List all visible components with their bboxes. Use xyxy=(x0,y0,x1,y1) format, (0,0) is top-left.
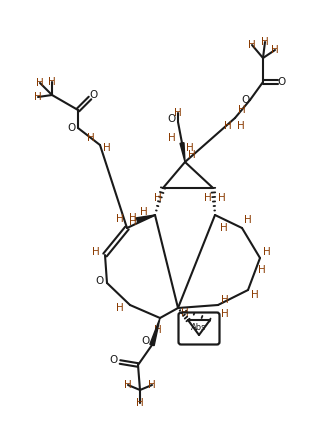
Text: H: H xyxy=(204,193,212,203)
Text: H: H xyxy=(87,133,95,143)
Text: H: H xyxy=(36,78,44,88)
Polygon shape xyxy=(150,318,160,346)
Polygon shape xyxy=(180,143,185,162)
Text: O: O xyxy=(110,355,118,365)
Text: H: H xyxy=(220,223,228,233)
Text: H: H xyxy=(129,217,137,227)
Text: H: H xyxy=(248,40,256,50)
Text: O: O xyxy=(96,276,104,286)
Text: O: O xyxy=(68,123,76,133)
Text: H: H xyxy=(124,380,132,390)
Text: H: H xyxy=(221,309,229,319)
Text: O: O xyxy=(168,114,176,124)
Text: H: H xyxy=(174,108,182,118)
Text: H: H xyxy=(218,193,226,203)
Text: H: H xyxy=(258,265,266,275)
Text: H: H xyxy=(224,121,232,131)
Text: H: H xyxy=(103,143,111,153)
Text: H: H xyxy=(186,143,194,153)
Text: H: H xyxy=(136,398,144,408)
Text: H: H xyxy=(116,214,124,224)
Text: O: O xyxy=(141,336,149,346)
Text: H: H xyxy=(244,215,252,225)
Text: H: H xyxy=(34,92,42,102)
Text: H: H xyxy=(251,290,259,300)
Text: H: H xyxy=(238,105,246,115)
Text: H: H xyxy=(271,45,279,55)
Text: H: H xyxy=(261,37,269,47)
Polygon shape xyxy=(136,215,155,222)
Text: H: H xyxy=(116,303,124,313)
Text: Abs: Abs xyxy=(191,324,207,332)
Text: H: H xyxy=(188,150,196,160)
Text: O: O xyxy=(278,77,286,87)
Text: O: O xyxy=(89,90,97,100)
Text: O: O xyxy=(242,95,250,105)
Text: H: H xyxy=(263,247,271,257)
Text: H: H xyxy=(168,133,176,143)
Text: H: H xyxy=(221,295,229,305)
Text: H: H xyxy=(154,325,162,335)
Text: H: H xyxy=(129,213,137,223)
Text: H: H xyxy=(181,308,189,318)
Text: H: H xyxy=(148,380,156,390)
Text: H: H xyxy=(237,121,245,131)
Text: H: H xyxy=(140,207,148,217)
Text: H: H xyxy=(92,247,100,257)
Text: H: H xyxy=(154,193,162,203)
Text: H: H xyxy=(48,77,56,87)
